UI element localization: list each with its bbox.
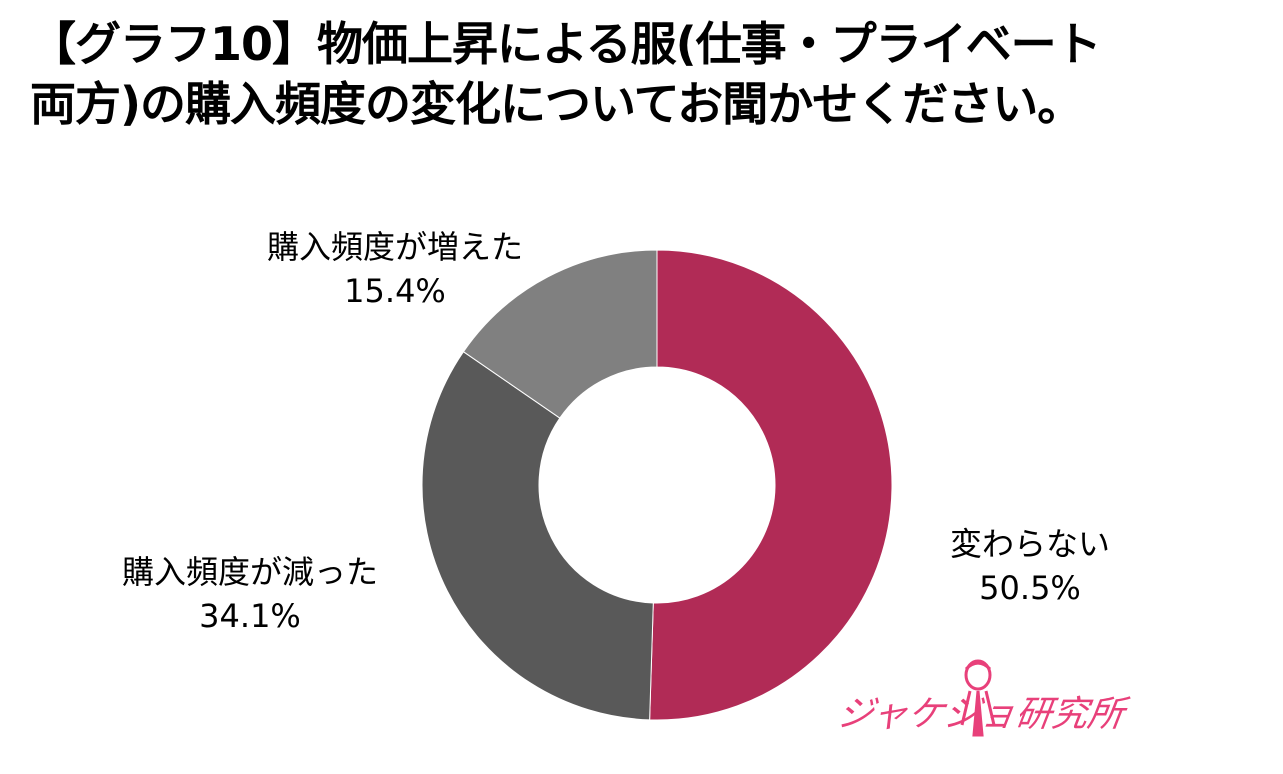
- slice-label-unchanged: 変わらない 50.5%: [900, 522, 1160, 610]
- slice-increased: [462, 249, 658, 419]
- chart-title: 【グラフ10】物価上昇による服(仕事・プライベート 両方)の購入頻度の変化につい…: [30, 14, 1260, 134]
- slice-decreased: [421, 350, 654, 721]
- slice-label-decreased-value: 34.1%: [199, 597, 301, 635]
- slice-label-unchanged-category: 変わらない: [949, 525, 1110, 563]
- donut-slices: [421, 249, 893, 721]
- slice-label-decreased-category: 購入頻度が減った: [121, 553, 378, 591]
- slice-unchanged: [649, 249, 893, 721]
- slice-label-unchanged-value: 50.5%: [979, 569, 1081, 607]
- slice-label-increased-category: 購入頻度が増えた: [266, 228, 523, 266]
- jakejo-lab-logo: ジャケジョ研究所: [835, 655, 1127, 750]
- chart-title-line-1: 【グラフ10】物価上昇による服(仕事・プライベート: [30, 17, 1102, 71]
- slice-label-increased-value: 15.4%: [344, 272, 446, 310]
- jakejo-lab-logo-text: ジャケジョ研究所: [834, 694, 1127, 735]
- slice-label-increased: 購入頻度が増えた 15.4%: [225, 225, 565, 313]
- chart-title-line-2: 両方)の購入頻度の変化についてお聞かせください。: [30, 77, 1083, 131]
- slice-label-decreased: 購入頻度が減った 34.1%: [80, 550, 420, 638]
- jakejo-lab-figure-icon: [960, 659, 996, 737]
